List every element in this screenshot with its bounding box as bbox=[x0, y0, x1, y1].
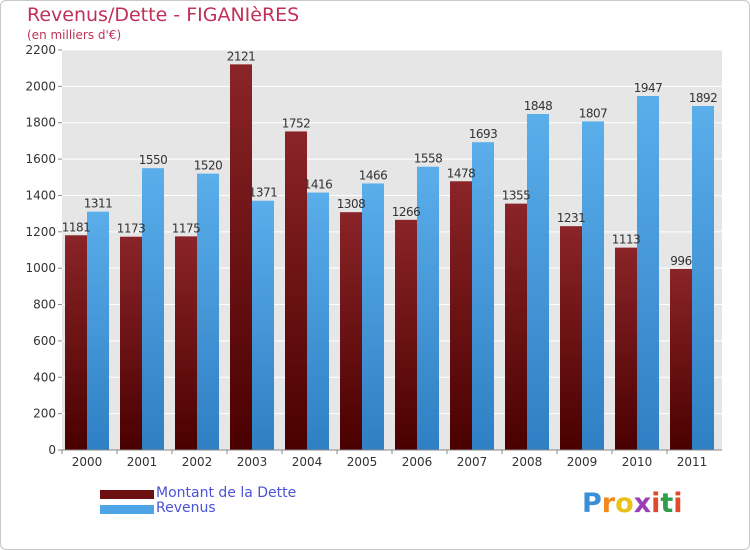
x-tick-label: 2003 bbox=[237, 455, 268, 469]
logo-letter: i bbox=[651, 488, 661, 519]
x-tick-label: 2010 bbox=[622, 455, 653, 469]
x-tick-label: 2001 bbox=[127, 455, 158, 469]
bar-revenue bbox=[307, 192, 329, 450]
x-tick-label: 2004 bbox=[292, 455, 323, 469]
y-axis-ticks: 0 200 400 600 800 1000 1200 1400 1600 1800 2000 220… bbox=[25, 43, 62, 457]
logo-letter: r bbox=[601, 488, 616, 519]
logo-letter: i bbox=[673, 488, 683, 519]
data-label-revenue: 1416 bbox=[304, 178, 333, 192]
y-tick-label: 1600 bbox=[25, 152, 56, 166]
bar-debt bbox=[230, 64, 252, 450]
bar-debt bbox=[395, 219, 417, 450]
x-tick-label: 2009 bbox=[567, 455, 598, 469]
bar-revenue bbox=[472, 142, 494, 450]
data-label-debt: 1113 bbox=[612, 233, 641, 247]
bar-debt bbox=[450, 181, 472, 451]
data-label-debt: 1173 bbox=[117, 222, 146, 236]
y-tick-label: 1800 bbox=[25, 116, 56, 130]
chart-title: Revenus/Dette - FIGANIèRES bbox=[27, 4, 300, 26]
x-axis-ticks: 2000 2001 2002 2003 2004 2005 2006 2007 2008 2009… bbox=[61, 450, 708, 469]
x-tick-label: 2011 bbox=[677, 455, 708, 469]
logo-letter: o bbox=[615, 488, 634, 519]
data-label-debt: 1752 bbox=[282, 116, 311, 130]
y-tick-label: 1200 bbox=[25, 225, 56, 239]
data-label-revenue: 1693 bbox=[469, 127, 498, 141]
x-tick-label: 2005 bbox=[347, 455, 378, 469]
bar-debt bbox=[670, 268, 692, 450]
data-label-revenue: 1311 bbox=[84, 197, 113, 211]
data-label-revenue: 1807 bbox=[579, 106, 608, 120]
data-label-revenue: 1371 bbox=[249, 186, 278, 200]
data-label-revenue: 1892 bbox=[689, 91, 718, 105]
bar-revenue bbox=[142, 168, 164, 450]
y-tick-label: 1000 bbox=[25, 261, 56, 275]
bars bbox=[65, 64, 714, 451]
x-tick-label: 2000 bbox=[72, 455, 103, 469]
chart-subtitle: (en milliers d'€) bbox=[27, 28, 122, 42]
bar-revenue bbox=[362, 183, 384, 451]
data-label-debt: 1355 bbox=[502, 189, 531, 203]
legend-swatch-revenue bbox=[100, 505, 154, 514]
legend-label-revenue: Revenus bbox=[156, 500, 216, 516]
bar-revenue bbox=[252, 200, 274, 450]
logo-letter: x bbox=[633, 488, 652, 519]
bar-revenue bbox=[692, 106, 714, 450]
data-label-debt: 1308 bbox=[337, 197, 366, 211]
x-tick-label: 2006 bbox=[402, 455, 433, 469]
bar-revenue bbox=[417, 166, 439, 450]
bar-revenue bbox=[582, 121, 604, 451]
y-tick-label: 2000 bbox=[25, 79, 56, 93]
bar-revenue bbox=[87, 211, 109, 450]
data-label-debt: 1266 bbox=[392, 205, 421, 219]
data-label-revenue: 1558 bbox=[414, 152, 443, 166]
proxiti-logo: Proxiti bbox=[582, 488, 683, 519]
logo-letter: t bbox=[660, 488, 674, 519]
x-tick-label: 2002 bbox=[182, 455, 213, 469]
data-label-revenue: 1848 bbox=[524, 99, 553, 113]
data-label-revenue: 1520 bbox=[194, 159, 223, 173]
bar-debt bbox=[175, 236, 197, 450]
bar-debt bbox=[615, 247, 637, 450]
data-label-revenue: 1947 bbox=[634, 81, 663, 95]
y-tick-label: 800 bbox=[33, 298, 56, 312]
data-label-debt: 1231 bbox=[557, 211, 586, 225]
data-label-debt: 1181 bbox=[62, 220, 91, 234]
bar-debt bbox=[505, 203, 527, 450]
bar-revenue bbox=[637, 96, 659, 450]
data-labels: 1181 1311 1173 1550 1175 1520 2121 1371 1752 1416… bbox=[62, 49, 718, 268]
y-tick-label: 0 bbox=[48, 443, 56, 457]
y-tick-label: 1400 bbox=[25, 188, 56, 202]
bar-debt bbox=[285, 131, 307, 451]
bar-debt bbox=[65, 235, 87, 450]
bar-debt bbox=[340, 212, 362, 450]
y-tick-label: 200 bbox=[33, 407, 56, 421]
data-label-debt: 2121 bbox=[227, 49, 256, 63]
bar-revenue bbox=[527, 114, 549, 450]
legend-swatch-debt bbox=[100, 490, 154, 499]
legend-label-debt: Montant de la Dette bbox=[156, 485, 297, 501]
bar-debt bbox=[560, 226, 582, 450]
x-tick-label: 2007 bbox=[457, 455, 488, 469]
data-label-debt: 1175 bbox=[172, 221, 201, 235]
data-label-debt: 1478 bbox=[447, 166, 476, 180]
plot-area bbox=[62, 50, 722, 450]
bar-debt bbox=[120, 236, 142, 450]
bar-revenue bbox=[197, 173, 219, 451]
data-label-revenue: 1466 bbox=[359, 168, 388, 182]
y-tick-label: 2200 bbox=[25, 43, 56, 57]
data-label-revenue: 1550 bbox=[139, 153, 168, 167]
data-label-debt: 996 bbox=[670, 254, 691, 268]
x-tick-label: 2008 bbox=[512, 455, 543, 469]
logo-letter: P bbox=[582, 488, 602, 519]
y-tick-label: 600 bbox=[33, 334, 56, 348]
y-tick-label: 400 bbox=[33, 370, 56, 384]
